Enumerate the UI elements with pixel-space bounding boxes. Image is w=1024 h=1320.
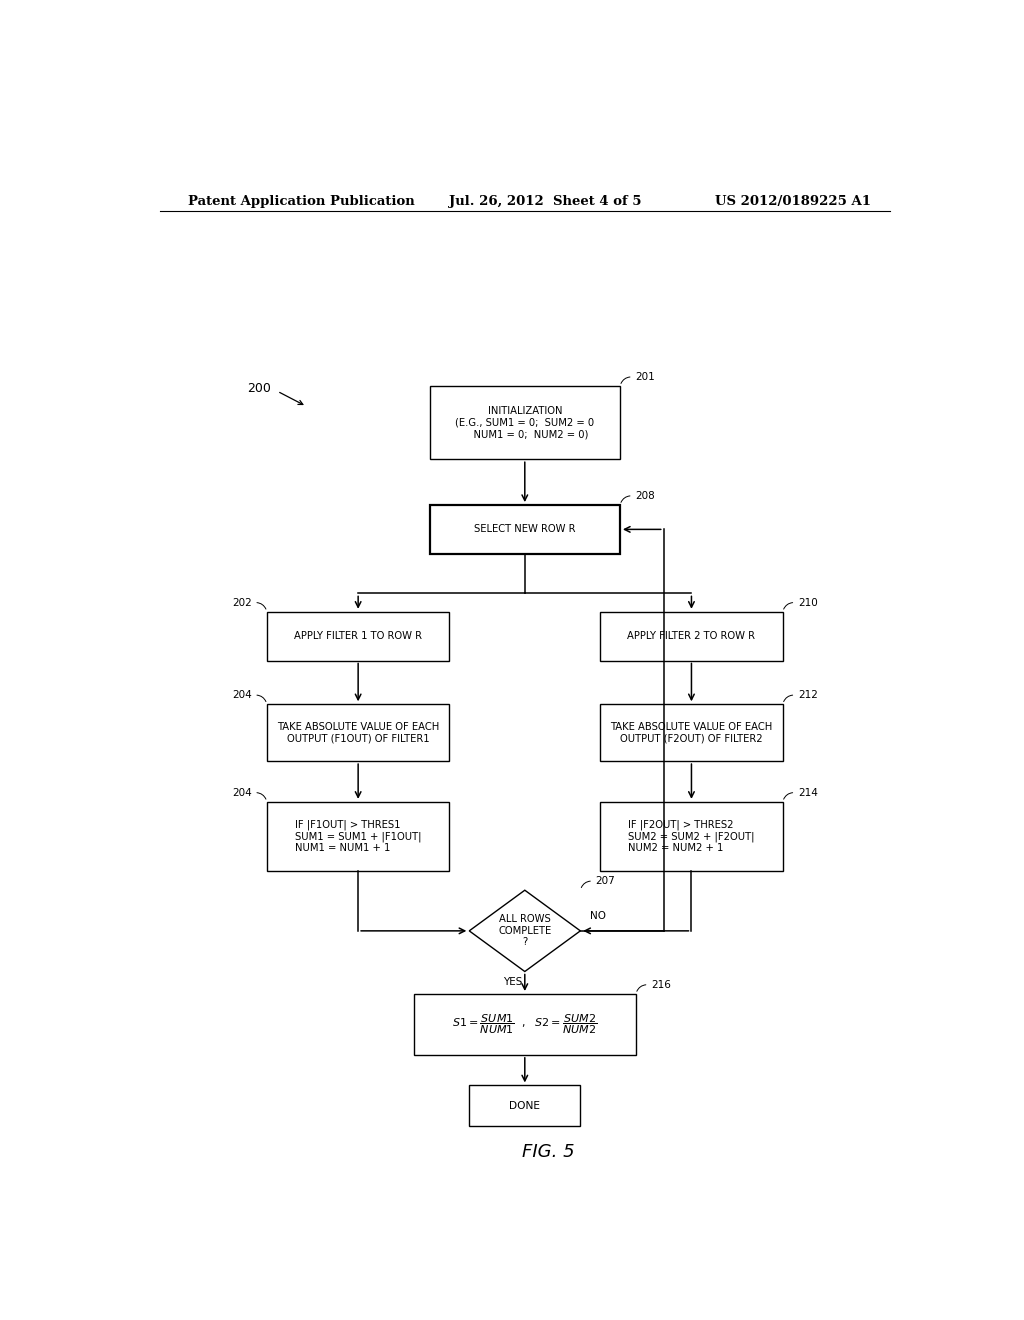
- Bar: [414, 994, 636, 1055]
- Text: SELECT NEW ROW R: SELECT NEW ROW R: [474, 524, 575, 535]
- Bar: [430, 385, 621, 459]
- Bar: [267, 704, 450, 762]
- Text: 216: 216: [651, 979, 671, 990]
- Text: APPLY FILTER 2 TO ROW R: APPLY FILTER 2 TO ROW R: [628, 631, 756, 642]
- Bar: [267, 611, 450, 660]
- Text: US 2012/0189225 A1: US 2012/0189225 A1: [715, 194, 871, 207]
- Text: Patent Application Publication: Patent Application Publication: [187, 194, 415, 207]
- Text: FIG. 5: FIG. 5: [522, 1143, 574, 1162]
- Text: TAKE ABSOLUTE VALUE OF EACH
OUTPUT (F1OUT) OF FILTER1: TAKE ABSOLUTE VALUE OF EACH OUTPUT (F1OU…: [278, 722, 439, 743]
- Text: ALL ROWS
COMPLETE
?: ALL ROWS COMPLETE ?: [498, 915, 552, 948]
- Text: 212: 212: [798, 690, 818, 700]
- Bar: [469, 1085, 581, 1126]
- Text: YES: YES: [503, 977, 522, 986]
- Text: DONE: DONE: [509, 1101, 541, 1110]
- Bar: [267, 801, 450, 871]
- Bar: [430, 506, 621, 554]
- Bar: [600, 704, 782, 762]
- Text: 207: 207: [595, 876, 615, 886]
- Text: APPLY FILTER 1 TO ROW R: APPLY FILTER 1 TO ROW R: [294, 631, 422, 642]
- Text: INITIALIZATION
(E.G., SUM1 = 0;  SUM2 = 0
    NUM1 = 0;  NUM2 = 0): INITIALIZATION (E.G., SUM1 = 0; SUM2 = 0…: [456, 407, 594, 440]
- Text: Jul. 26, 2012  Sheet 4 of 5: Jul. 26, 2012 Sheet 4 of 5: [450, 194, 642, 207]
- Text: IF |F2OUT| > THRES2
SUM2 = SUM2 + |F2OUT|
NUM2 = NUM2 + 1: IF |F2OUT| > THRES2 SUM2 = SUM2 + |F2OUT…: [628, 820, 755, 854]
- Text: $S1 = \dfrac{SUM1}{NUM1}\ \ ,\ \ S2 = \dfrac{SUM2}{NUM2}$: $S1 = \dfrac{SUM1}{NUM1}\ \ ,\ \ S2 = \d…: [452, 1012, 598, 1036]
- Polygon shape: [469, 890, 581, 972]
- Text: 214: 214: [798, 788, 818, 797]
- Text: 204: 204: [232, 690, 252, 700]
- Text: IF |F1OUT| > THRES1
SUM1 = SUM1 + |F1OUT|
NUM1 = NUM1 + 1: IF |F1OUT| > THRES1 SUM1 = SUM1 + |F1OUT…: [295, 820, 422, 854]
- Text: 204: 204: [232, 788, 252, 797]
- Bar: [600, 611, 782, 660]
- Bar: [600, 801, 782, 871]
- Text: 200: 200: [247, 381, 270, 395]
- Text: NO: NO: [590, 911, 606, 920]
- Text: 201: 201: [635, 372, 655, 381]
- Text: 202: 202: [232, 598, 252, 607]
- Text: 208: 208: [635, 491, 655, 500]
- Text: 210: 210: [798, 598, 817, 607]
- Text: TAKE ABSOLUTE VALUE OF EACH
OUTPUT (F2OUT) OF FILTER2: TAKE ABSOLUTE VALUE OF EACH OUTPUT (F2OU…: [610, 722, 772, 743]
